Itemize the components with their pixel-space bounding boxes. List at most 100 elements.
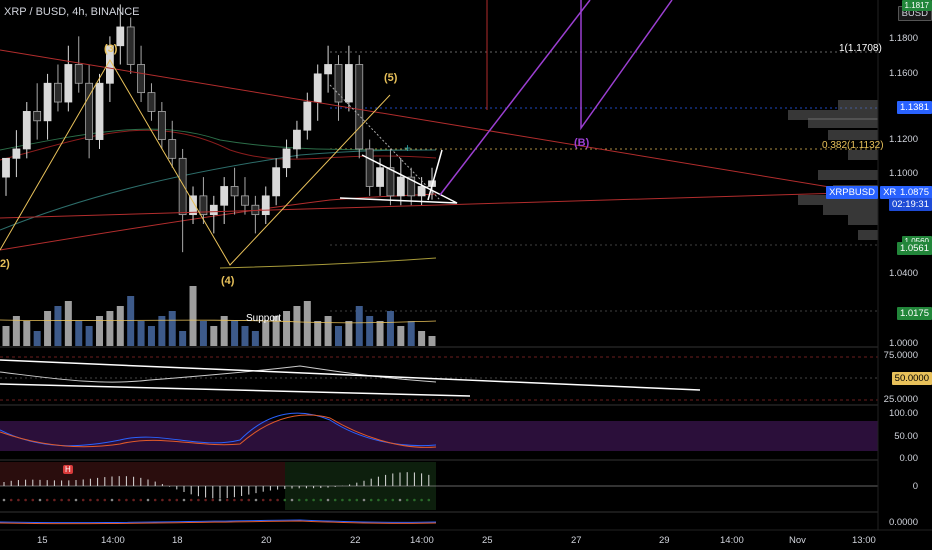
squeeze-dot bbox=[204, 498, 207, 502]
time-tick: 22 bbox=[350, 535, 361, 546]
volume-bar bbox=[428, 336, 436, 346]
rsi-axis-label: 75.0000 bbox=[883, 350, 918, 361]
squeeze-dot bbox=[2, 498, 6, 502]
squeeze-dot bbox=[168, 498, 171, 502]
squeeze-dot bbox=[175, 498, 179, 502]
volume-bar bbox=[241, 326, 249, 346]
ma-olive bbox=[219, 257, 437, 269]
main-price-pane[interactable] bbox=[0, 4, 878, 346]
volume-bar bbox=[199, 321, 207, 346]
squeeze-dot bbox=[74, 498, 78, 502]
candle-body bbox=[126, 26, 135, 65]
candle-body bbox=[12, 148, 21, 159]
volume-bar bbox=[23, 321, 31, 346]
top-price-tag: 1.1817 bbox=[901, 0, 932, 11]
squeeze-dot bbox=[67, 498, 71, 502]
volume-profile-bar bbox=[823, 205, 878, 215]
candle-body bbox=[74, 64, 83, 84]
squeeze-dot bbox=[81, 498, 85, 502]
stoch-d bbox=[0, 414, 437, 448]
squeeze-dot bbox=[189, 498, 193, 502]
time-tick: 13:00 bbox=[852, 535, 876, 546]
volume-bar bbox=[179, 331, 187, 346]
ma-red bbox=[0, 193, 437, 251]
candle-body bbox=[157, 111, 166, 140]
squeeze-dot bbox=[398, 498, 402, 502]
projection-zigzag bbox=[580, 0, 673, 131]
candle-body bbox=[22, 111, 31, 150]
volume-profile-bar bbox=[848, 215, 878, 225]
volume-bar bbox=[168, 311, 176, 346]
countdown-tag: 02:19:31 bbox=[889, 198, 932, 211]
price-tag-0175: 1.0175 bbox=[896, 307, 932, 320]
wave-label-b: (B) bbox=[574, 137, 590, 149]
last-axis-label: 0.0000 bbox=[888, 517, 918, 528]
rsi-axis-label: 25.0000 bbox=[883, 394, 918, 405]
squeeze-dot bbox=[211, 498, 215, 502]
candle-body bbox=[2, 157, 10, 178]
price-label: 1.0000 bbox=[888, 338, 918, 349]
volume-bar bbox=[44, 311, 52, 346]
candle-body bbox=[241, 195, 249, 206]
ma-dark-red bbox=[0, 129, 437, 161]
time-tick: 14:00 bbox=[720, 535, 744, 546]
time-tick: Nov bbox=[789, 535, 806, 546]
support-label: Support bbox=[246, 313, 282, 324]
squeeze-dot bbox=[103, 498, 107, 502]
squeeze-dot bbox=[333, 498, 337, 502]
candle-body bbox=[376, 167, 384, 187]
symbol-title[interactable]: XRP / BUSD, 4h, BINANCE bbox=[4, 6, 140, 18]
squeeze-dot bbox=[132, 498, 135, 502]
time-tick: 20 bbox=[261, 535, 272, 546]
ascending-trendline bbox=[0, 191, 879, 219]
stoch-k bbox=[0, 412, 437, 447]
rsi-50-tag: 50.0000 bbox=[891, 372, 932, 385]
price-tag-0560: 1.0560 bbox=[901, 236, 932, 247]
volume-bar bbox=[96, 316, 104, 346]
volume-bar bbox=[54, 306, 62, 346]
candle-body bbox=[230, 186, 239, 197]
price-label: 1.0400 bbox=[888, 268, 918, 279]
candle-body bbox=[407, 176, 416, 197]
squeeze-dot bbox=[45, 498, 49, 502]
stoch-band bbox=[0, 421, 878, 451]
squeeze-dot bbox=[276, 498, 279, 502]
squeeze-dot bbox=[139, 498, 143, 502]
volume-bar bbox=[355, 306, 363, 346]
volume-bar bbox=[158, 316, 166, 346]
candle-body bbox=[189, 195, 197, 216]
volume-profile-bar bbox=[848, 150, 878, 160]
squeeze-dot bbox=[391, 498, 395, 502]
squeeze-dot bbox=[405, 498, 409, 502]
volume-bar bbox=[251, 331, 259, 346]
squeeze-dot bbox=[117, 498, 121, 502]
volume-bar bbox=[283, 311, 291, 346]
candle-body bbox=[386, 167, 395, 197]
rsi-trend-lower bbox=[0, 383, 471, 397]
candle-body bbox=[33, 111, 42, 122]
volume-bar bbox=[64, 301, 72, 346]
squeeze-dot bbox=[247, 498, 251, 502]
volume-bar bbox=[147, 326, 155, 346]
volume-profile-bar bbox=[858, 230, 878, 240]
squeeze-dot bbox=[110, 498, 114, 502]
momentum-axis-label: 0 bbox=[912, 481, 918, 492]
volume-bar bbox=[418, 331, 426, 346]
volume-bar bbox=[231, 321, 239, 346]
rsi-line bbox=[0, 365, 437, 383]
dotted-projection bbox=[329, 84, 441, 201]
squeeze-dot bbox=[161, 498, 164, 502]
stoch-axis-label: 50.00 bbox=[894, 431, 918, 442]
stoch-axis-label: 100.00 bbox=[888, 408, 918, 419]
volume-profile-bar bbox=[828, 130, 878, 140]
squeeze-dot bbox=[9, 498, 13, 502]
volume-profile-bar bbox=[818, 170, 878, 180]
elliott-wave-path bbox=[0, 59, 391, 266]
projection-line bbox=[439, 0, 591, 196]
volume-ma bbox=[0, 319, 437, 324]
time-tick: 29 bbox=[659, 535, 670, 546]
squeeze-dot bbox=[240, 498, 243, 502]
candle-body bbox=[54, 82, 62, 103]
candle-body bbox=[344, 64, 353, 103]
